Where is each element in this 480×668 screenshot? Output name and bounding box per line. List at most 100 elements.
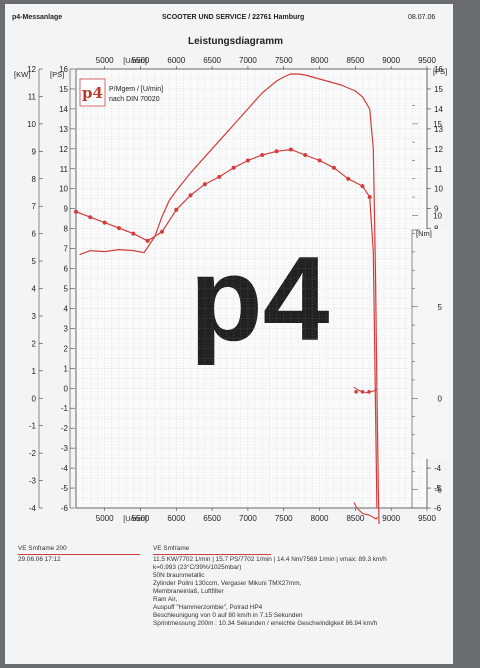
legend-line-4: Zylinder Polini 130ccm, Vergaser Mikuni … <box>153 580 302 587</box>
ps-left-tick-label: 9 <box>64 205 69 214</box>
ps-left-axis-label: [PS] <box>50 70 64 79</box>
x-tick-label-top: 9000 <box>382 56 400 65</box>
ps-right-tick-label: -6 <box>434 504 442 513</box>
kw-tick-label: -4 <box>29 504 37 513</box>
torque-marker <box>188 193 193 198</box>
nm-tick-label: 15 <box>433 120 442 129</box>
ps-left-tick-label: 4 <box>64 304 69 313</box>
x-tick-label-bottom: 9500 <box>418 514 436 523</box>
legend-line-8: Beschleunigung von 0 auf 80 km/h in 7.15… <box>153 612 303 619</box>
rundown-trace-upper <box>353 386 378 394</box>
watermark: p4 <box>189 232 329 366</box>
x-tick-label-bottom: 8000 <box>311 514 329 523</box>
logo-text: p4 <box>82 84 103 102</box>
x-tick-label-top: 6500 <box>203 56 221 65</box>
nm-axis-label: [Nm] <box>416 229 432 238</box>
ps-right-axis-label: [PS] <box>433 67 447 76</box>
x-tick-label-top: 7500 <box>275 56 293 65</box>
kw-tick-label: 11 <box>28 92 37 101</box>
legend-right-swatch <box>153 554 271 555</box>
ps-right-tick-label: 13 <box>434 125 443 134</box>
x-axis-label-top: [U/min] <box>123 56 147 65</box>
ps-left-tick-label: 10 <box>59 185 68 194</box>
torque-marker <box>231 165 236 170</box>
legend-line-9: Sprintmessung 200m : 10.34 Sekunden / er… <box>153 620 378 627</box>
ps-left-tick-label: -4 <box>61 464 69 473</box>
kw-tick-label: 8 <box>32 175 37 184</box>
ps-right-tick-label: 15 <box>434 85 443 94</box>
x-tick-label-bottom: 6500 <box>203 514 221 523</box>
x-tick-label-bottom: 5500 <box>132 514 150 523</box>
torque-marker <box>274 149 279 154</box>
kw-tick-label: 12 <box>27 65 36 74</box>
x-tick-label-top: 7000 <box>239 56 257 65</box>
ps-left-tick-label: -3 <box>61 444 69 453</box>
kw-tick-label: 2 <box>32 339 37 348</box>
nm-tick-label: 5 <box>438 303 443 312</box>
torque-marker <box>160 229 164 234</box>
legend-right-title: VE Smframe <box>153 545 190 552</box>
power-curve <box>79 73 380 525</box>
x-tick-label-bottom: 7500 <box>275 514 293 523</box>
nm-tick-label: 0 <box>438 394 443 403</box>
torque-marker <box>174 207 179 212</box>
kw-tick-label: -2 <box>29 449 37 458</box>
logo-box <box>79 78 106 107</box>
torque-marker <box>346 176 351 181</box>
x-tick-label-bottom: 5000 <box>96 514 114 523</box>
ps-right-tick-label: 10 <box>434 185 443 194</box>
torque-marker <box>367 195 372 199</box>
torque-marker <box>88 215 93 220</box>
torque-marker <box>131 231 136 236</box>
kw-axis-label: [KW] <box>14 70 30 79</box>
ps-left-tick-label: -2 <box>61 424 69 433</box>
torque-marker <box>303 153 308 157</box>
ps-right-tick-label: 9 <box>434 205 439 214</box>
nm-tick-label: 10 <box>433 211 442 220</box>
legend-line-1: 11.5 KW/7702 1/min | 15.7 PS/7702 1/min … <box>153 556 387 563</box>
torque-marker <box>245 158 250 163</box>
ps-left-tick-label: 15 <box>59 85 68 94</box>
legend-left-line1: VE Smframe 200 <box>18 545 67 552</box>
ps-right-tick-label: -5 <box>434 484 442 493</box>
torque-marker <box>74 209 78 214</box>
ps-left-tick-label: 1 <box>64 364 69 373</box>
plot-area <box>76 69 427 508</box>
ps-left-tick-label: -5 <box>61 484 69 493</box>
x-tick-label-bottom: 7000 <box>239 514 257 523</box>
ps-left-tick-label: 8 <box>64 225 69 234</box>
header-date: 08.07.06 <box>408 14 436 21</box>
ps-left-tick-label: 12 <box>59 145 68 154</box>
torque-marker <box>145 238 150 243</box>
ps-left-tick-label: 14 <box>59 105 68 114</box>
chart-title: Leistungsdiagramm <box>188 36 284 47</box>
legend-line-a: P/Mgem / [U/min] <box>109 86 163 93</box>
x-tick-label-top: 6000 <box>167 56 185 65</box>
ps-left-tick-label: 16 <box>59 65 68 74</box>
x-axis-label-bottom: [U/min] <box>123 514 147 523</box>
ps-right-tick-label: 16 <box>434 65 443 74</box>
ps-left-tick-label: 7 <box>64 245 69 254</box>
ps-left-tick-label: 2 <box>64 344 69 353</box>
x-tick-label-top: 5500 <box>132 56 150 65</box>
legend-line-b: nach DIN 70020 <box>109 96 160 103</box>
header-center: SCOOTER UND SERVICE / 22761 Hamburg <box>162 14 305 21</box>
torque-marker <box>317 158 322 163</box>
legend-line-2: k=0,993 (23°C/39%/1025mbar) <box>153 564 242 571</box>
kw-tick-label: 4 <box>32 285 37 294</box>
x-tick-label-bottom: 6000 <box>167 514 185 523</box>
ps-right-tick-label: -4 <box>434 464 442 473</box>
kw-tick-label: 10 <box>27 120 36 129</box>
ps-left-tick-label: -1 <box>61 404 69 413</box>
x-tick-label-bottom: 8500 <box>346 514 364 523</box>
kw-tick-label: 6 <box>32 230 37 239</box>
legend-line-6: Ram Air, <box>153 596 178 603</box>
x-tick-label-bottom: 9000 <box>382 514 400 523</box>
kw-tick-label: 7 <box>32 202 37 211</box>
nm-axis-panel <box>412 229 448 459</box>
legend-line-5: Membraneinlaß, Luftfilter <box>153 588 224 595</box>
kw-tick-label: 3 <box>32 312 37 321</box>
kw-tick-label: -1 <box>29 422 37 431</box>
torque-marker <box>360 184 365 189</box>
kw-tick-label: 9 <box>32 147 37 156</box>
